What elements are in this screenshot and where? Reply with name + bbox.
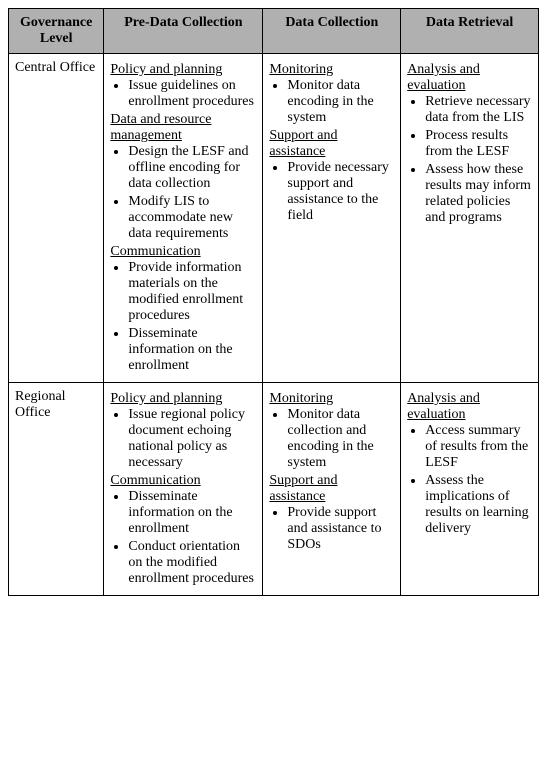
cell-dc: Monitoring Monitor data collection and e… xyxy=(263,383,401,596)
list-item: Conduct orientation on the modified enro… xyxy=(128,539,256,587)
section-head: Communication xyxy=(110,473,256,489)
bullet-list: Provide necessary support and assistance… xyxy=(269,160,394,224)
cell-dc: Monitoring Monitor data encoding in the … xyxy=(263,54,401,383)
col-header-pre: Pre-Data Collection xyxy=(104,9,263,54)
bullet-list: Provide support and assistance to SDOs xyxy=(269,505,394,553)
bullet-list: Access summary of results from the LESF … xyxy=(407,423,532,537)
col-header-governance: Governance Level xyxy=(9,9,104,54)
col-header-dc: Data Collection xyxy=(263,9,401,54)
cell-dr: Analysis and evaluation Retrieve necessa… xyxy=(401,54,539,383)
list-item: Issue guidelines on enrollment procedure… xyxy=(128,78,256,110)
governance-table: Governance Level Pre-Data Collection Dat… xyxy=(8,8,539,596)
section-head: Analysis and evaluation xyxy=(407,62,532,94)
cell-pre: Policy and planning Issue guidelines on … xyxy=(104,54,263,383)
section-head: Policy and planning xyxy=(110,62,256,78)
section-head: Support and assistance xyxy=(269,128,394,160)
section-head: Support and assistance xyxy=(269,473,394,505)
list-item: Modify LIS to accommodate new data requi… xyxy=(128,194,256,242)
section-head: Policy and planning xyxy=(110,391,256,407)
section-head: Data and resource management xyxy=(110,112,256,144)
bullet-list: Monitor data collection and encoding in … xyxy=(269,407,394,471)
list-item: Retrieve necessary data from the LIS xyxy=(425,94,532,126)
cell-dr: Analysis and evaluation Access summary o… xyxy=(401,383,539,596)
table-row: Central Office Policy and planning Issue… xyxy=(9,54,539,383)
list-item: Process results from the LESF xyxy=(425,128,532,160)
list-item: Provide necessary support and assistance… xyxy=(287,160,394,224)
list-item: Access summary of results from the LESF xyxy=(425,423,532,471)
list-item: Assess how these results may inform rela… xyxy=(425,162,532,226)
list-item: Monitor data collection and encoding in … xyxy=(287,407,394,471)
list-item: Monitor data encoding in the system xyxy=(287,78,394,126)
list-item: Issue regional policy document echoing n… xyxy=(128,407,256,471)
bullet-list: Issue guidelines on enrollment procedure… xyxy=(110,78,256,110)
col-header-dr: Data Retrieval xyxy=(401,9,539,54)
table-header-row: Governance Level Pre-Data Collection Dat… xyxy=(9,9,539,54)
bullet-list: Provide information materials on the mod… xyxy=(110,260,256,374)
cell-governance: Central Office xyxy=(9,54,104,383)
table-body: Central Office Policy and planning Issue… xyxy=(9,54,539,596)
list-item: Provide support and assistance to SDOs xyxy=(287,505,394,553)
section-head: Monitoring xyxy=(269,391,394,407)
section-head: Monitoring xyxy=(269,62,394,78)
list-item: Assess the implications of results on le… xyxy=(425,473,532,537)
table-row: Regional Office Policy and planning Issu… xyxy=(9,383,539,596)
list-item: Disseminate information on the enrollmen… xyxy=(128,326,256,374)
list-item: Disseminate information on the enrollmen… xyxy=(128,489,256,537)
section-head: Communication xyxy=(110,244,256,260)
bullet-list: Design the LESF and offline encoding for… xyxy=(110,144,256,242)
bullet-list: Disseminate information on the enrollmen… xyxy=(110,489,256,587)
bullet-list: Retrieve necessary data from the LIS Pro… xyxy=(407,94,532,226)
bullet-list: Monitor data encoding in the system xyxy=(269,78,394,126)
list-item: Design the LESF and offline encoding for… xyxy=(128,144,256,192)
bullet-list: Issue regional policy document echoing n… xyxy=(110,407,256,471)
cell-governance: Regional Office xyxy=(9,383,104,596)
list-item: Provide information materials on the mod… xyxy=(128,260,256,324)
cell-pre: Policy and planning Issue regional polic… xyxy=(104,383,263,596)
section-head: Analysis and evaluation xyxy=(407,391,532,423)
